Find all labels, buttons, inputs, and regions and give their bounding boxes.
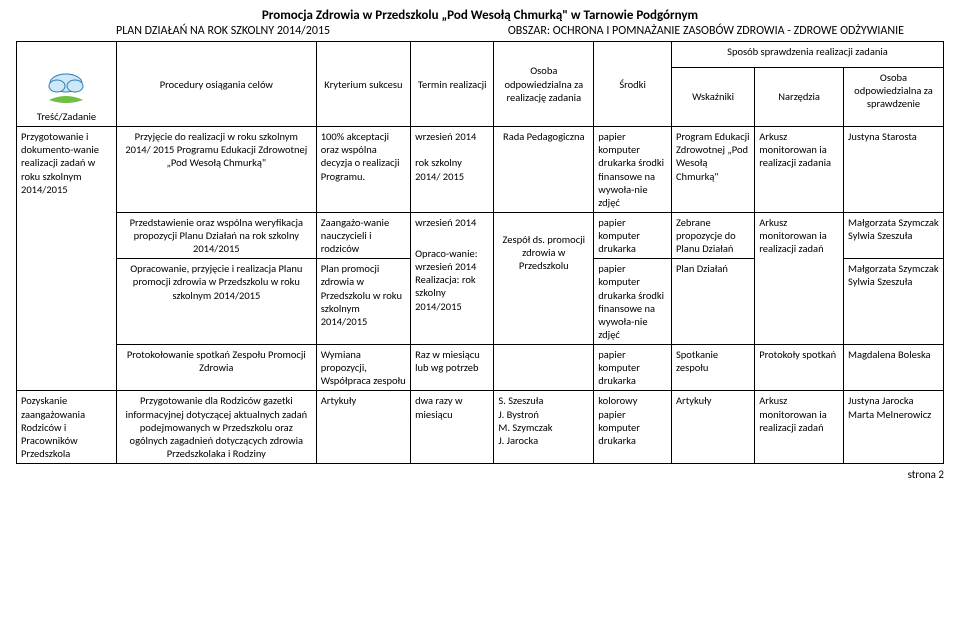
ind-cell: Artykuły bbox=[671, 391, 754, 464]
proc-cell: Przygotowanie dla Rodziców gazetki infor… bbox=[116, 391, 316, 464]
proc-cell: Przedstawienie oraz wspólna weryfikacja … bbox=[116, 212, 316, 258]
action-plan-table: Treść/Zadanie Procedury osiągania celów … bbox=[16, 41, 944, 464]
header-verification-span: Sposób sprawdzenia realizacji zadania bbox=[671, 42, 943, 68]
term-cell: Raz w miesiącu lub wg potrzeb bbox=[411, 345, 494, 391]
means-cell: papier komputer drukarka bbox=[594, 345, 672, 391]
header-tools: Narzędzia bbox=[755, 67, 844, 126]
header-task-label: Treść/Zadanie bbox=[21, 110, 112, 123]
crit-cell: 100% akceptacji oraz wspólna decyzja o r… bbox=[316, 127, 410, 213]
term-cell: wrzesień 2014 Opraco-wanie: wrzesień 201… bbox=[411, 212, 494, 344]
check-cell: Magdalena Boleska bbox=[844, 345, 944, 391]
resp-cell: Rada Pedagogiczna bbox=[494, 127, 594, 213]
task-cell: Przygotowanie i dokumento-wanie realizac… bbox=[17, 127, 117, 391]
check-cell: Małgorzata Szymczak Sylwia Szeszuła bbox=[844, 212, 944, 258]
table-row: Przygotowanie i dokumento-wanie realizac… bbox=[17, 127, 944, 213]
header-task: Treść/Zadanie bbox=[17, 42, 117, 127]
crit-cell: Plan promocji zdrowia w Przedszkolu w ro… bbox=[316, 259, 410, 345]
crit-cell: Wymiana propozycji, Współpraca zespołu bbox=[316, 345, 410, 391]
term-bottom: Opraco-wanie: wrzesień 2014 Realizacja: … bbox=[415, 247, 489, 313]
resp-cell: S. Szeszuła J. Bystroń M. Szymczak J. Ja… bbox=[494, 391, 594, 464]
cloud-logo-icon bbox=[43, 70, 89, 106]
table-row: Pozyskanie zaangażowania Rodziców i Prac… bbox=[17, 391, 944, 464]
resp-cell bbox=[494, 345, 594, 391]
page-number: strona 2 bbox=[16, 464, 944, 481]
doc-title: Promocja Zdrowia w Przedszkolu „Pod Weso… bbox=[16, 8, 944, 23]
tool-cell: Arkusz monitorowan ia realizacji zadań bbox=[755, 391, 844, 464]
header-indicators: Wskaźniki bbox=[671, 67, 754, 126]
proc-cell: Przyjęcie do realizacji w roku szkolnym … bbox=[116, 127, 316, 213]
means-cell: papier komputer drukarka bbox=[594, 212, 672, 258]
header-term: Termin realizacji bbox=[411, 42, 494, 127]
resp-cell: Zespół ds. promocji zdrowia w Przedszkol… bbox=[494, 212, 594, 344]
header-criterion: Kryterium sukcesu bbox=[316, 42, 410, 127]
header-responsible: Osoba odpowiedzialna za realizację zadan… bbox=[494, 42, 594, 127]
doc-subtitle-row: PLAN DZIAŁAŃ NA ROK SZKOLNY 2014/2015 OB… bbox=[16, 23, 944, 41]
ind-cell: Zebrane propozycje do Planu Działań bbox=[671, 212, 754, 258]
check-cell: Justyna Jarocka Marta Melnerowicz bbox=[844, 391, 944, 464]
tool-cell: Protokoły spotkań bbox=[755, 345, 844, 391]
term-cell: wrzesień 2014 rok szkolny 2014/ 2015 bbox=[411, 127, 494, 213]
check-cell: Małgorzata Szymczak Sylwia Szeszuła bbox=[844, 259, 944, 345]
term-top: wrzesień 2014 bbox=[415, 216, 489, 229]
ind-cell: Program Edukacji Zdrowotnej „Pod Wesołą … bbox=[671, 127, 754, 213]
ind-cell: Plan Działań bbox=[671, 259, 754, 345]
means-cell: kolorowy papier komputer drukarka bbox=[594, 391, 672, 464]
table-row: Przedstawienie oraz wspólna weryfikacja … bbox=[17, 212, 944, 258]
tool-cell: Arkusz monitorowan ia realizacji zadań bbox=[755, 212, 844, 344]
area-label: OBSZAR: OCHRONA I POMNAŻANIE ZASOBÓW ZDR… bbox=[508, 24, 904, 38]
term-cell: dwa razy w miesiącu bbox=[411, 391, 494, 464]
table-row: Protokołowanie spotkań Zespołu Promocji … bbox=[17, 345, 944, 391]
proc-cell: Protokołowanie spotkań Zespołu Promocji … bbox=[116, 345, 316, 391]
crit-cell: Artykuły bbox=[316, 391, 410, 464]
task-cell: Pozyskanie zaangażowania Rodziców i Prac… bbox=[17, 391, 117, 464]
header-procedures: Procedury osiągania celów bbox=[116, 42, 316, 127]
tool-cell: Arkusz monitorowan ia realizacji zadania bbox=[755, 127, 844, 213]
proc-cell: Opracowanie, przyjęcie i realizacja Plan… bbox=[116, 259, 316, 345]
plan-label: PLAN DZIAŁAŃ NA ROK SZKOLNY 2014/2015 bbox=[116, 24, 330, 38]
ind-cell: Spotkanie zespołu bbox=[671, 345, 754, 391]
header-checker: Osoba odpowiedzialna za sprawdzenie bbox=[844, 67, 944, 126]
means-cell: papier komputer drukarka środki finansow… bbox=[594, 127, 672, 213]
means-cell: papier komputer drukarka środki finansow… bbox=[594, 259, 672, 345]
header-means: Środki bbox=[594, 42, 672, 127]
check-cell: Justyna Starosta bbox=[844, 127, 944, 213]
crit-cell: Zaangażo-wanie nauczycieli i rodziców bbox=[316, 212, 410, 258]
